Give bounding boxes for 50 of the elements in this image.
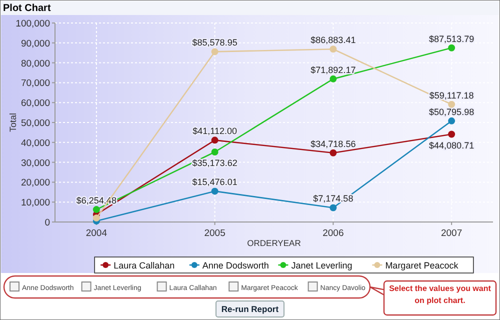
point [92, 214, 100, 222]
data-label: $6,254.48 [76, 196, 116, 206]
x-tick-label: 2007 [440, 228, 462, 239]
y-tick-label: 80,000 [20, 58, 50, 70]
legend-label: Anne Dodsworth [202, 260, 269, 270]
y-tick-label: 90,000 [20, 38, 50, 50]
y-tick-label: 100,000 [16, 18, 50, 30]
chart-title: Plot Chart [3, 3, 52, 14]
text: Re-run Report [221, 304, 279, 314]
legend-label: Margaret Peacock [385, 260, 459, 270]
data-label: $85,578.95 [192, 38, 238, 48]
data-label: $50,795.98 [429, 106, 474, 117]
point [448, 130, 456, 138]
y-tick-label: 50,000 [20, 118, 50, 129]
point [448, 44, 456, 52]
point [92, 206, 100, 214]
text: Select the values you want on plot chart. [388, 283, 492, 307]
point [211, 148, 218, 156]
point [330, 75, 337, 82]
point [211, 136, 218, 144]
y-tick-label: 20,000 [20, 178, 50, 189]
y-tick-label: 30,000 [20, 158, 50, 169]
legend-label: Laura Callahan [114, 260, 175, 270]
point [448, 117, 456, 124]
x-tick-label: 2006 [322, 228, 344, 239]
point [448, 100, 456, 108]
data-label: $59,117.18 [429, 90, 474, 100]
y-tick-label: 0 [44, 218, 50, 228]
legend-label: Janet Leverling [291, 260, 352, 270]
y-tick-label: 70,000 [20, 78, 50, 90]
y-axis-title: Total [8, 112, 18, 132]
data-label: $41,112.00 [192, 126, 238, 136]
x-axis-title: ORDERYEAR [247, 238, 301, 248]
y-tick-label: 40,000 [20, 138, 50, 149]
data-label: $87,513.79 [429, 34, 474, 44]
point [330, 46, 337, 53]
point [211, 188, 218, 195]
data-label: $15,476.01 [192, 177, 238, 188]
data-label: $71,892.17 [310, 64, 356, 75]
point [330, 149, 337, 156]
data-label: $34,718.56 [310, 138, 356, 149]
x-tick-label: 2004 [86, 228, 108, 239]
point [330, 204, 337, 212]
y-tick-label: 10,000 [20, 198, 50, 209]
data-label: $35,173.62 [192, 158, 238, 168]
data-label: $86,883.41 [310, 35, 356, 46]
data-label: $44,080.71 [429, 140, 474, 150]
point [211, 48, 218, 56]
x-tick-label: 2005 [204, 228, 226, 239]
y-tick-label: 60,000 [20, 98, 50, 110]
